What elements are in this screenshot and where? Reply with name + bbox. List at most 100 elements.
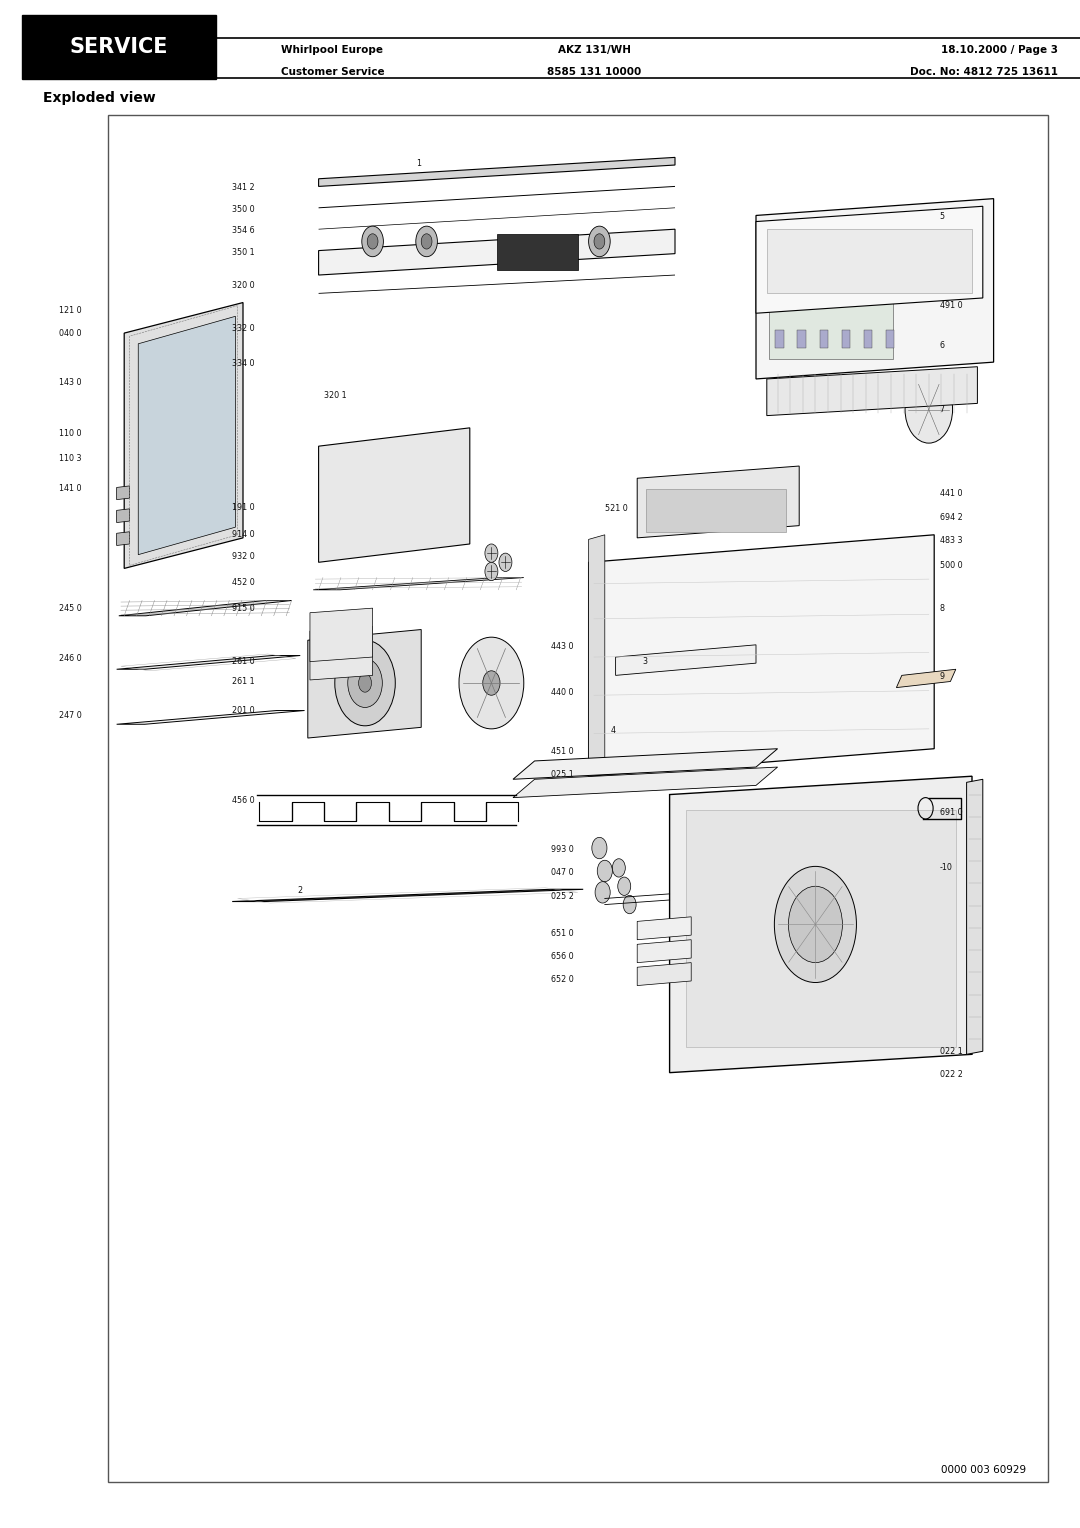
Polygon shape <box>319 186 675 208</box>
Text: 047 0: 047 0 <box>551 868 573 877</box>
Polygon shape <box>967 779 983 1054</box>
Circle shape <box>367 234 378 249</box>
Polygon shape <box>313 578 524 590</box>
Circle shape <box>485 544 498 562</box>
Polygon shape <box>319 428 470 562</box>
Bar <box>108 115 1048 1482</box>
Circle shape <box>905 376 953 443</box>
Bar <box>769 234 893 359</box>
Polygon shape <box>637 963 691 986</box>
Polygon shape <box>310 626 373 680</box>
Circle shape <box>774 866 856 983</box>
Polygon shape <box>319 275 675 293</box>
Text: 025 2: 025 2 <box>551 892 573 902</box>
Text: 18.10.2000 / Page 3: 18.10.2000 / Page 3 <box>942 46 1058 55</box>
Polygon shape <box>767 367 977 416</box>
Text: 245 0: 245 0 <box>59 604 82 613</box>
Bar <box>22 15 216 79</box>
Bar <box>864 330 873 348</box>
Polygon shape <box>637 917 691 940</box>
Polygon shape <box>616 645 756 675</box>
Circle shape <box>589 226 610 257</box>
Text: 652 0: 652 0 <box>551 975 573 984</box>
Text: 694 2: 694 2 <box>940 513 962 523</box>
Bar <box>841 330 850 348</box>
Circle shape <box>459 637 524 729</box>
Text: 483 3: 483 3 <box>940 536 962 545</box>
Bar <box>767 229 972 293</box>
Polygon shape <box>117 711 305 724</box>
Polygon shape <box>319 229 675 275</box>
Polygon shape <box>117 656 300 669</box>
Text: 121 0: 121 0 <box>59 306 82 315</box>
Polygon shape <box>124 303 243 568</box>
Text: 341 2: 341 2 <box>232 183 255 193</box>
Text: Exploded view: Exploded view <box>43 90 156 105</box>
Text: 320 0: 320 0 <box>232 281 255 290</box>
Circle shape <box>483 671 500 695</box>
Text: 025 1: 025 1 <box>551 770 573 779</box>
Text: 932 0: 932 0 <box>232 552 255 561</box>
Text: 110 3: 110 3 <box>59 454 82 463</box>
Polygon shape <box>896 669 956 688</box>
Text: 334 0: 334 0 <box>232 359 255 368</box>
Text: AKZ 131/WH: AKZ 131/WH <box>557 46 631 55</box>
Bar <box>820 330 828 348</box>
Circle shape <box>623 895 636 914</box>
Text: 440 0: 440 0 <box>551 688 573 697</box>
Circle shape <box>335 640 395 726</box>
Circle shape <box>362 226 383 257</box>
Polygon shape <box>513 767 778 798</box>
Polygon shape <box>637 466 799 538</box>
Text: 350 0: 350 0 <box>232 205 255 214</box>
Circle shape <box>421 234 432 249</box>
Text: 914 0: 914 0 <box>232 530 255 539</box>
Polygon shape <box>637 940 691 963</box>
Polygon shape <box>589 535 934 776</box>
Text: 491 0: 491 0 <box>940 301 962 310</box>
Text: 7: 7 <box>940 405 945 414</box>
Polygon shape <box>232 889 583 902</box>
Polygon shape <box>117 509 130 523</box>
Circle shape <box>594 234 605 249</box>
Text: 2: 2 <box>297 886 302 895</box>
Bar <box>886 330 894 348</box>
Bar <box>497 234 578 270</box>
Text: 4: 4 <box>610 726 616 735</box>
Text: 246 0: 246 0 <box>59 654 82 663</box>
Polygon shape <box>319 157 675 186</box>
Circle shape <box>348 659 382 707</box>
Bar <box>775 330 784 348</box>
Text: 201 0: 201 0 <box>232 706 255 715</box>
Text: 521 0: 521 0 <box>605 504 627 513</box>
Circle shape <box>592 837 607 859</box>
Text: 915 0: 915 0 <box>232 604 255 613</box>
Polygon shape <box>117 486 130 500</box>
Text: Doc. No: 4812 725 13611: Doc. No: 4812 725 13611 <box>910 67 1058 76</box>
Polygon shape <box>670 776 972 1073</box>
Text: Whirlpool Europe: Whirlpool Europe <box>281 46 382 55</box>
Text: 022 1: 022 1 <box>940 1047 962 1056</box>
Bar <box>686 810 956 1047</box>
Text: 110 0: 110 0 <box>59 429 82 439</box>
Text: 1: 1 <box>416 159 421 168</box>
Circle shape <box>416 226 437 257</box>
Circle shape <box>595 882 610 903</box>
Text: -10: -10 <box>940 863 953 872</box>
Text: 8585 131 10000: 8585 131 10000 <box>546 67 642 76</box>
Polygon shape <box>319 208 675 229</box>
Polygon shape <box>589 535 605 776</box>
Text: 441 0: 441 0 <box>940 489 962 498</box>
Bar <box>646 489 786 532</box>
Text: 332 0: 332 0 <box>232 324 255 333</box>
Text: 656 0: 656 0 <box>551 952 573 961</box>
Circle shape <box>788 886 842 963</box>
Circle shape <box>618 877 631 895</box>
Text: 651 0: 651 0 <box>551 929 573 938</box>
Text: 0000 003 60929: 0000 003 60929 <box>941 1465 1026 1475</box>
Polygon shape <box>308 630 421 738</box>
Text: 5: 5 <box>940 212 945 222</box>
Text: 247 0: 247 0 <box>59 711 82 720</box>
Circle shape <box>597 860 612 882</box>
Text: 022 2: 022 2 <box>940 1070 962 1079</box>
